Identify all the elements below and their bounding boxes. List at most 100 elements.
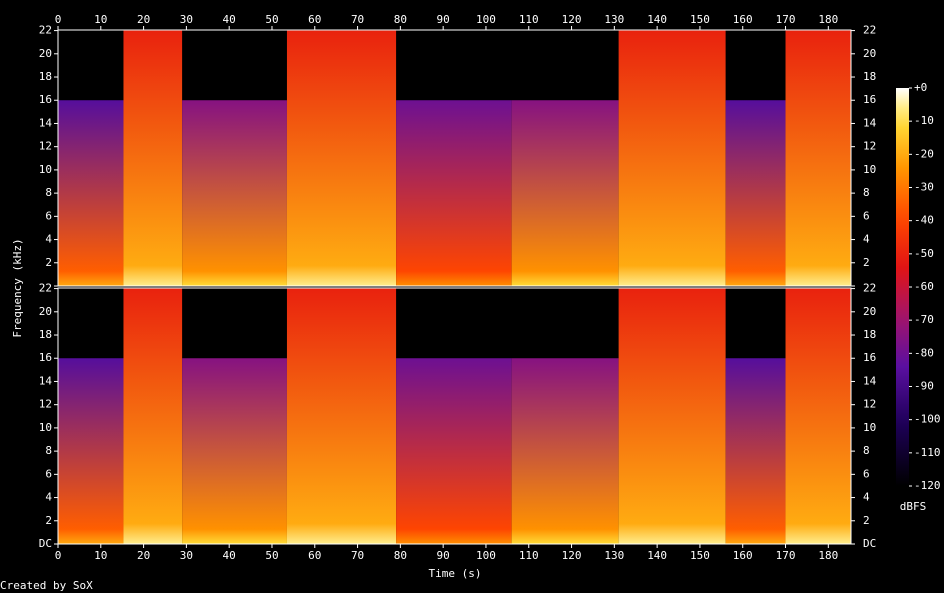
y-tick-label: 2 — [863, 514, 870, 527]
y-tick-label: 6 — [45, 467, 52, 480]
y-tick-label: 20 — [39, 305, 52, 318]
y-tick-label: 18 — [39, 70, 52, 83]
y-tick-label: 22 — [863, 282, 876, 295]
y-tick-label: 6 — [863, 209, 870, 222]
x-tick-label: 70 — [351, 13, 364, 26]
x-tick-label: 10 — [94, 549, 107, 562]
colorbar — [896, 88, 909, 486]
y-tick-label: 2 — [45, 514, 52, 527]
x-tick-label: 80 — [394, 549, 407, 562]
colorbar-tick-label: -40 — [914, 214, 934, 227]
y-tick-label: 12 — [863, 140, 876, 153]
colorbar-tick-label: -30 — [914, 181, 934, 194]
y-tick-label: 22 — [39, 282, 52, 295]
x-tick-label: 0 — [55, 13, 62, 26]
y-tick-label: 16 — [863, 351, 876, 364]
y-tick-label: 8 — [863, 186, 870, 199]
x-tick-label: 30 — [180, 549, 193, 562]
spectrum-segment — [58, 358, 124, 544]
x-tick-label: 170 — [776, 13, 796, 26]
y-tick-label: 4 — [45, 233, 52, 246]
x-tick-label: 110 — [519, 13, 539, 26]
x-tick-label: 70 — [351, 549, 364, 562]
spectrum-segment — [725, 358, 786, 544]
x-tick-label: 40 — [223, 13, 236, 26]
spectrum-segment — [511, 100, 619, 287]
colorbar-tick-label: -60 — [914, 280, 934, 293]
x-tick-label: 0 — [55, 549, 62, 562]
spectrum-segment — [123, 30, 183, 286]
y-tick-label: 6 — [863, 467, 870, 480]
spectrum-segment — [618, 288, 726, 544]
y-tick-label: 16 — [39, 93, 52, 106]
x-tick-label: 140 — [647, 549, 667, 562]
colorbar-tick-label: +0 — [914, 81, 927, 94]
spectrum-segment — [58, 100, 124, 287]
y-axis-label: Frequency (kHz) — [11, 238, 24, 337]
y-tick-label: 22 — [39, 24, 52, 37]
y-tick-label: 16 — [39, 351, 52, 364]
y-tick-label: DC — [39, 537, 52, 550]
x-tick-label: 30 — [180, 13, 193, 26]
colorbar-tick-label: -50 — [914, 247, 934, 260]
colorbar-tick-label: -120 — [914, 479, 941, 492]
y-tick-label: 12 — [863, 398, 876, 411]
colorbar-tick-label: -100 — [914, 413, 941, 426]
x-tick-label: 10 — [94, 13, 107, 26]
y-tick-label: 16 — [863, 93, 876, 106]
colorbar-tick-label: -70 — [914, 313, 934, 326]
y-tick-label: 18 — [39, 328, 52, 341]
y-tick-label: 20 — [39, 47, 52, 60]
spectrum-segment — [286, 30, 397, 286]
credit: Created by SoX — [0, 579, 93, 592]
x-tick-label: 140 — [647, 13, 667, 26]
colorbar-label: dBFS — [900, 500, 927, 513]
y-tick-label: 14 — [39, 116, 53, 129]
x-tick-label: 20 — [137, 13, 150, 26]
x-axis-label: Time (s) — [429, 567, 482, 580]
y-tick-label: 4 — [45, 491, 52, 504]
spectrum-segment — [182, 100, 287, 287]
plot-frame — [57, 29, 852, 287]
y-tick-label: 22 — [863, 24, 876, 37]
colorbar-tick-label: -90 — [914, 380, 934, 393]
y-tick-label: 10 — [863, 163, 876, 176]
colorbar-tick-label: -80 — [914, 346, 934, 359]
y-tick-label: 20 — [863, 305, 876, 318]
y-tick-label: 14 — [863, 116, 877, 129]
x-tick-label: 150 — [690, 549, 710, 562]
x-tick-label: 60 — [308, 549, 321, 562]
y-tick-label: 14 — [39, 374, 53, 387]
colorbar-tick-label: -20 — [914, 147, 934, 160]
y-tick-label: 10 — [39, 421, 52, 434]
x-tick-label: 100 — [476, 549, 496, 562]
y-tick-label: 8 — [45, 186, 52, 199]
x-tick-label: 60 — [308, 13, 321, 26]
x-tick-label: 40 — [223, 549, 236, 562]
x-tick-label: 180 — [818, 549, 838, 562]
plot-frame — [57, 287, 852, 545]
x-tick-label: 50 — [265, 549, 278, 562]
spectrum-segment — [785, 288, 851, 544]
y-tick-label: 14 — [863, 374, 877, 387]
y-tick-label: 18 — [863, 328, 876, 341]
y-tick-label: 8 — [863, 444, 870, 457]
y-tick-label: 12 — [39, 140, 52, 153]
y-tick-label: 10 — [39, 163, 52, 176]
colorbar-tick-label: -10 — [914, 114, 934, 127]
x-tick-label: 20 — [137, 549, 150, 562]
spectrum-segment — [123, 288, 183, 544]
y-tick-label: 4 — [863, 491, 870, 504]
x-tick-label: 160 — [733, 549, 753, 562]
spectrum-segment — [396, 358, 512, 544]
spectrum-segment — [286, 288, 397, 544]
y-tick-label: 10 — [863, 421, 876, 434]
spectrum-segment — [785, 30, 851, 286]
x-tick-label: 160 — [733, 13, 753, 26]
x-tick-label: 130 — [604, 13, 624, 26]
colorbar-tick-label: -110 — [914, 446, 941, 459]
y-tick-label: 2 — [863, 256, 870, 269]
spectrum-segment — [511, 358, 619, 544]
x-tick-label: 120 — [562, 549, 582, 562]
